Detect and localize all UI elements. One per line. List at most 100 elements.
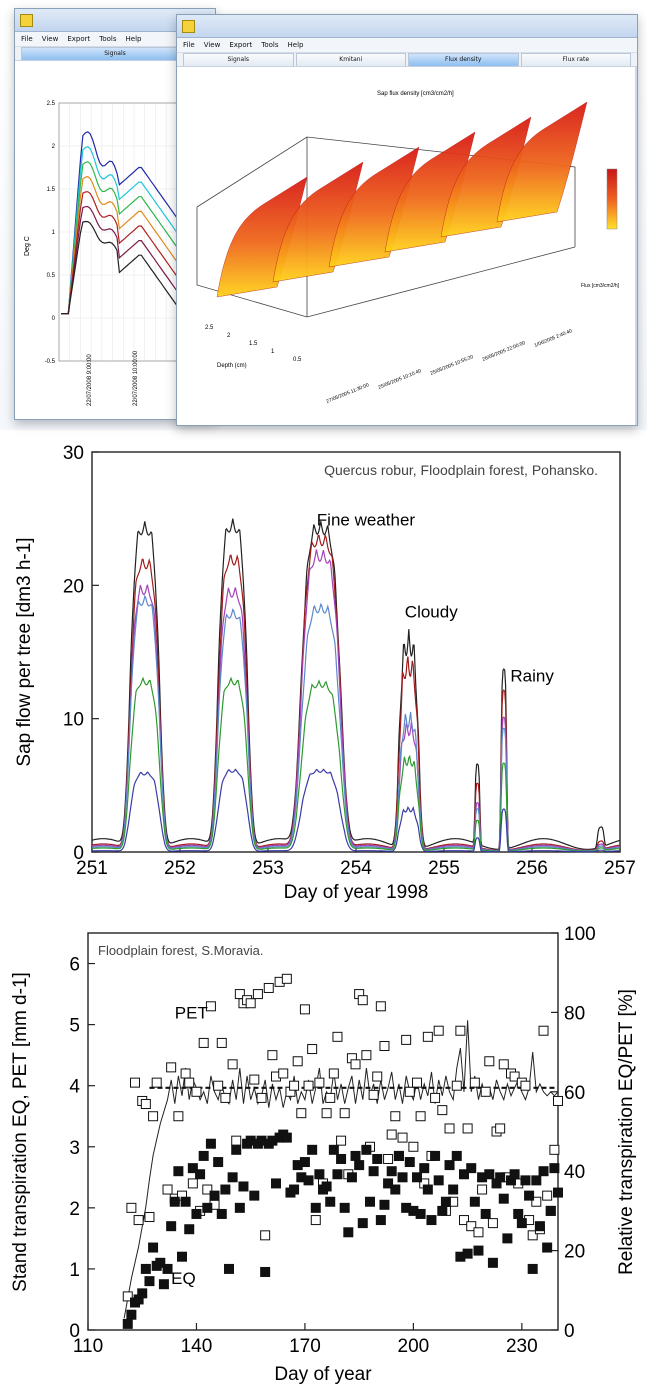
eq-point (534, 1221, 545, 1232)
menu-tools[interactable]: Tools (99, 35, 117, 43)
annotations: PET EQ (171, 1004, 208, 1289)
annotation-label: Fine weather (317, 510, 416, 529)
pet-point (451, 1080, 462, 1091)
y-tick-label: 2.5 (47, 101, 56, 107)
eq-point (325, 1196, 336, 1207)
pet-point (289, 1080, 300, 1091)
tab-flux-density[interactable]: Flux density (408, 53, 519, 66)
eq-point (390, 1184, 401, 1195)
transpiration-chart: Floodplain forest, S.Moravia. Day of yea… (0, 918, 647, 1389)
eq-point (383, 1178, 394, 1189)
eq-point (307, 1144, 318, 1155)
tab-strip: Signals (15, 47, 215, 61)
eq-point (545, 1205, 556, 1216)
eq-point (538, 1166, 549, 1177)
pet-point (260, 1230, 271, 1241)
eq-point (553, 1187, 563, 1198)
tab-flux-rate[interactable]: Flux rate (520, 53, 631, 66)
menu-file[interactable]: File (183, 41, 195, 49)
eq-point (440, 1196, 451, 1207)
menu-view[interactable]: View (41, 35, 59, 43)
x-tick-label: 22/07/2008 10:00:00 (133, 350, 139, 406)
eq-point (444, 1160, 455, 1171)
pet-point (350, 1059, 361, 1070)
tab-signals[interactable]: Signals (183, 53, 294, 66)
pet-point (198, 1037, 209, 1048)
pet-point (245, 998, 256, 1009)
x-tick-label: 200 (398, 1336, 430, 1357)
y-tick-label: 3 (69, 1138, 80, 1159)
eq-point (502, 1233, 513, 1244)
menu-export[interactable]: Export (229, 41, 253, 49)
eq-point (321, 1181, 332, 1192)
sap-flow-line (91, 518, 621, 850)
eq-point (466, 1163, 477, 1174)
y-tick-label: 1 (52, 230, 56, 236)
y-tick-label: 30 (63, 443, 84, 464)
eq-point (419, 1163, 430, 1174)
menu-help[interactable]: Help (125, 35, 142, 43)
menu-bar: File View Export Tools Help (15, 32, 215, 47)
pet-point (412, 1077, 422, 1088)
eq-point (433, 1175, 444, 1186)
eq-point (430, 1150, 441, 1161)
eq-point (386, 1166, 397, 1177)
eq-point (487, 1257, 498, 1268)
eq-point (415, 1208, 426, 1219)
pet-point (553, 1095, 563, 1106)
eq-point (126, 1309, 137, 1320)
pet-point (321, 1108, 332, 1119)
pet-point (339, 1108, 350, 1119)
eq-point (216, 1208, 227, 1219)
eq-point (484, 1169, 495, 1180)
eq-point (448, 1184, 459, 1195)
sap-flow-line (91, 533, 621, 852)
eq-point (361, 1144, 372, 1155)
y-tick-label: 4 (69, 1077, 80, 1098)
menu-view[interactable]: View (203, 41, 221, 49)
flux-axis-label: Flux [cm3/cm2/h] (581, 283, 620, 289)
x-tick-label: 252 (164, 858, 196, 879)
x-tick-label: 230 (506, 1336, 538, 1357)
plot-title: Sap flux density [cm3/cm2/h] (377, 91, 454, 97)
app-screenshot-montage: File View Export Tools Help Signals Deg … (0, 0, 647, 430)
x-tick-label: 256 (516, 858, 548, 879)
eq-point (187, 1163, 198, 1174)
menu-export[interactable]: Export (67, 35, 91, 43)
pet-point (397, 1132, 408, 1143)
y-tick-label: 0 (52, 316, 56, 322)
pet-point (336, 1135, 347, 1146)
eq-point (166, 1221, 177, 1232)
annotation-label: PET (175, 1004, 208, 1023)
x-tick-label: 110 (73, 1336, 103, 1357)
eq-point (220, 1184, 231, 1195)
sap-flow-chart: Quercus robur, Floodplain forest, Pohans… (0, 430, 647, 915)
x-tick-label: 22/07/2008 9:00:00 (87, 354, 93, 406)
annotation-label: Cloudy (405, 602, 458, 621)
y2-tick-label: 80 (564, 1003, 585, 1024)
menu-help[interactable]: Help (287, 41, 304, 49)
menu-file[interactable]: File (21, 35, 33, 43)
pet-point (466, 1221, 477, 1232)
y-tick-label: 2 (69, 1199, 80, 1220)
eq-point (314, 1169, 325, 1180)
pet-point (538, 1025, 549, 1036)
pet-point (386, 1129, 397, 1140)
pet-point (430, 1092, 441, 1103)
y-tick-label: 1 (69, 1260, 80, 1281)
y-axis-label: Sap flow per tree [dm3 h-1] (14, 537, 35, 766)
y-tick-label: 0 (73, 843, 84, 864)
tab-kmitani[interactable]: Kmitani (295, 53, 406, 66)
eq-point (299, 1157, 310, 1168)
pet-point (144, 1212, 155, 1223)
y-tick-label: 2 (52, 144, 56, 150)
pet-point (249, 1074, 260, 1085)
y2-tick-label: 100 (564, 924, 596, 945)
pet-point (379, 1040, 390, 1051)
pet-point (296, 1108, 307, 1119)
sap-flow-line (92, 768, 621, 853)
pet-point (520, 1080, 531, 1091)
menu-tools[interactable]: Tools (261, 41, 279, 49)
pet-point (433, 1025, 444, 1036)
